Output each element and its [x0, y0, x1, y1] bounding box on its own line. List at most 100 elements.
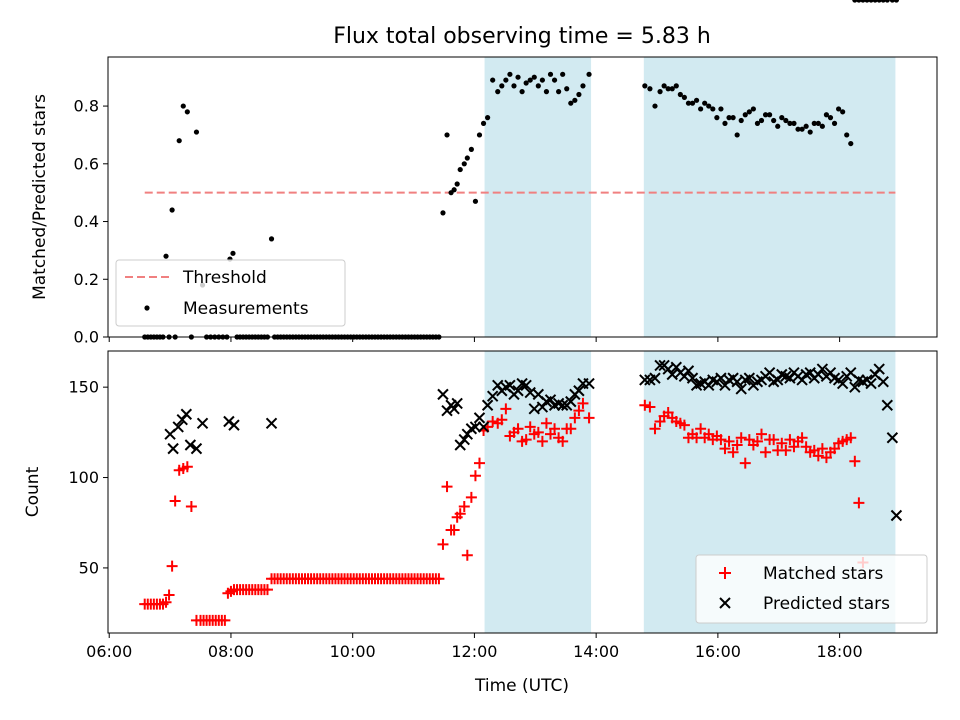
matched-point: [458, 500, 470, 512]
measurement-point: [169, 207, 175, 213]
predicted-point: [565, 395, 577, 408]
measurement-point: [698, 106, 704, 112]
predicted-point: [486, 390, 499, 402]
measurement-point: [457, 166, 463, 173]
top-y-ticks: 0.0 0.2 0.4 0.6 0.8: [74, 97, 108, 347]
matched-point: [181, 461, 193, 473]
matched-point: [169, 495, 181, 507]
matched-point: [520, 434, 532, 446]
matched-point: [185, 500, 197, 512]
predicted-point: [172, 421, 184, 433]
measurement-point: [476, 132, 483, 138]
matched-point: [768, 434, 780, 446]
top-panel: 0.00.20.40.60.8 Matched/Predicted stars …: [30, 0, 938, 347]
predicted-point: [682, 365, 695, 377]
measurement-point: [560, 71, 566, 77]
measurement-point: [564, 86, 570, 92]
measurement-point: [758, 117, 765, 124]
measurement-point: [746, 109, 752, 115]
matched-point: [715, 434, 727, 446]
measurement-point: [852, 0, 858, 3]
measurement-point: [480, 120, 487, 126]
matched-point: [812, 450, 824, 462]
matched-point: [569, 412, 581, 424]
measurement-point: [787, 120, 793, 126]
measurement-point: [531, 74, 537, 80]
predicted-point: [556, 399, 569, 411]
measurement-point: [568, 100, 574, 106]
matched-point: [487, 416, 499, 427]
measurement-point: [799, 126, 805, 132]
x-tick-label: 08:00: [208, 642, 254, 661]
measurement-point: [771, 117, 777, 124]
x-tick-label: 14:00: [573, 642, 619, 661]
measurement-point: [819, 123, 825, 129]
predicted-point: [654, 359, 666, 372]
x-tick-label: 10:00: [330, 642, 376, 661]
matched-point: [573, 405, 585, 417]
matched-point: [776, 437, 788, 449]
matched-point: [639, 399, 651, 411]
measurement-point: [710, 106, 716, 112]
measurement-point: [539, 77, 545, 83]
measurement-point: [750, 106, 756, 112]
matched-point: [731, 439, 743, 451]
measurement-point: [472, 198, 479, 204]
top-legend: Threshold Measurements: [115, 259, 346, 327]
measurement-point: [795, 126, 801, 132]
measurement-point: [519, 89, 525, 95]
measurement-point: [714, 115, 720, 121]
measurement-point: [726, 115, 732, 121]
matched-point: [512, 423, 524, 435]
matched-point: [853, 497, 865, 509]
measurement-point: [551, 77, 558, 83]
matched-point: [751, 435, 763, 447]
measurement-point: [163, 253, 169, 259]
measurement-point: [754, 120, 761, 126]
matched-point: [500, 403, 512, 415]
measurement-point: [464, 155, 470, 161]
measurement-point: [230, 250, 236, 256]
predicted-points: [164, 359, 903, 522]
predicted-point: [816, 363, 829, 375]
matched-point: [557, 435, 569, 447]
measurement-point: [823, 112, 830, 118]
measurement-point: [572, 97, 578, 103]
matched-point: [565, 423, 577, 435]
measurement-point: [184, 109, 190, 115]
measurement-point: [523, 80, 529, 86]
measurement-point: [872, 0, 878, 3]
top-y-axis-label: Matched/Predicted stars: [30, 94, 50, 300]
predicted-point: [223, 415, 235, 428]
predicted-point: [228, 419, 240, 431]
matched-point: [723, 435, 735, 447]
measurement-point: [893, 0, 900, 3]
bottom-y-tick-label: 150: [68, 378, 99, 397]
measurement-point: [180, 103, 186, 109]
matched-point: [524, 421, 536, 433]
predicted-point: [180, 408, 193, 420]
x-axis-label: Time (UTC): [474, 676, 569, 696]
predicted-point: [437, 388, 449, 401]
matched-point: [649, 423, 661, 435]
measurement-point: [527, 77, 533, 83]
predicted-point: [886, 432, 899, 444]
x-tick-label: 16:00: [695, 642, 741, 661]
x-tick-label: 18:00: [817, 642, 863, 661]
measurement-point: [718, 106, 724, 112]
bottom-y-tick-label: 50: [79, 558, 99, 577]
x-tick-label: 06:00: [86, 642, 132, 661]
measurement-point: [661, 83, 667, 89]
measurement-point: [827, 115, 834, 121]
predicted-point: [473, 412, 486, 424]
x-tick-label: 12:00: [451, 642, 497, 661]
measurement-point: [738, 117, 744, 124]
predicted-point: [481, 399, 494, 411]
predicted-point: [504, 379, 516, 392]
measurement-point: [876, 0, 882, 3]
legend-measurements-label: Measurements: [183, 299, 309, 319]
measurement-point: [722, 120, 728, 126]
predicted-point: [469, 421, 482, 433]
matched-point: [454, 508, 466, 520]
measurement-point: [783, 117, 789, 124]
